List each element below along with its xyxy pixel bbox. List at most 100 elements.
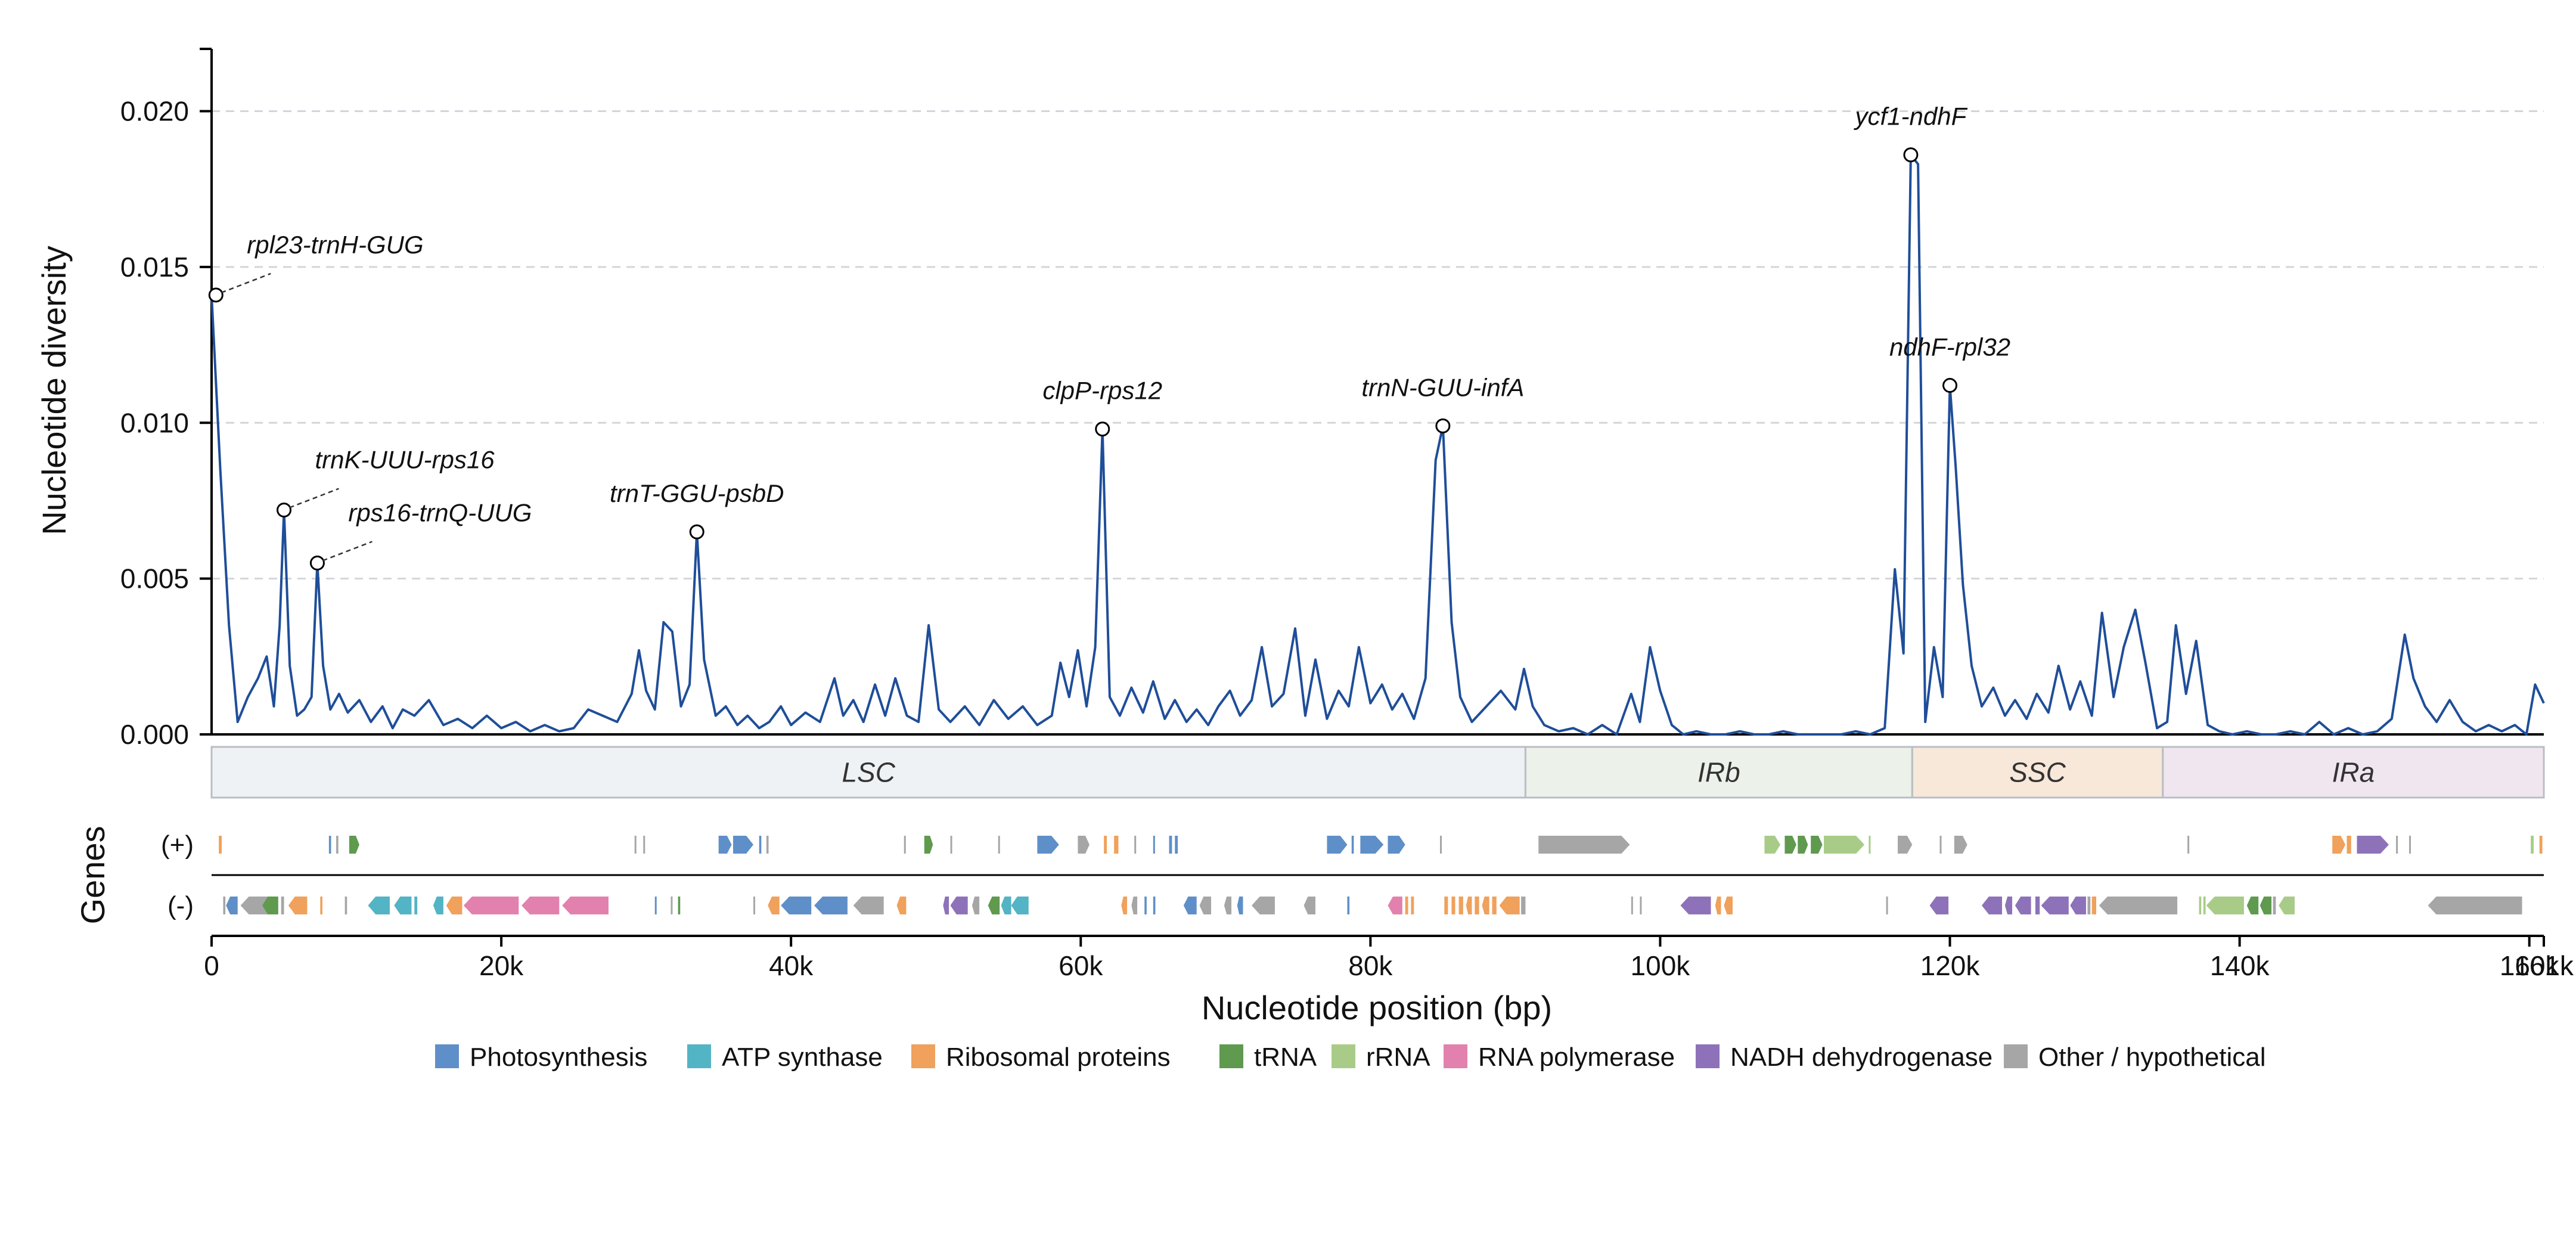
- gene-other: [1303, 897, 1315, 914]
- gene-other: [634, 836, 637, 854]
- gene-ribo: [1492, 897, 1497, 914]
- peak-label: trnT-GGU-psbD: [610, 479, 784, 507]
- y-axis-title: Nucleotide diversity: [35, 246, 73, 535]
- gene-photo: [781, 897, 812, 914]
- peak-leader-line: [221, 272, 271, 294]
- peak-marker: [208, 287, 224, 303]
- gene-trna: [262, 897, 278, 914]
- peak-marker: [1435, 418, 1451, 433]
- gene-other: [2087, 897, 2091, 914]
- gene-ribo: [320, 897, 322, 914]
- gene-trna: [1784, 836, 1796, 854]
- x-axis-title: Nucleotide position (bp): [1202, 989, 1552, 1026]
- strand-label-minus: (-): [167, 891, 194, 920]
- legend-label: RNA polymerase: [1478, 1043, 1675, 1072]
- gene-ndh: [2041, 897, 2069, 914]
- peak-label: rpl23-trnH-GUG: [247, 231, 423, 259]
- gene-photo: [733, 836, 753, 854]
- peak-marker: [277, 503, 292, 518]
- gene-other: [344, 897, 347, 914]
- gene-rpol: [1388, 897, 1402, 914]
- gene-trna: [988, 897, 1000, 914]
- gene-ribo: [1444, 897, 1448, 914]
- gene-ribo: [1482, 897, 1489, 914]
- gene-ribo: [1114, 836, 1119, 854]
- x-tick-label: 0: [204, 950, 219, 981]
- gene-ribo: [1121, 897, 1128, 914]
- gene-photo: [759, 836, 762, 854]
- legend-swatch-other: [2004, 1044, 2028, 1068]
- gene-other: [1440, 836, 1442, 854]
- gene-other: [1134, 836, 1137, 854]
- gene-photo: [1153, 897, 1156, 914]
- gene-photo: [1360, 836, 1384, 854]
- legend: Photosynthesis ATP synthase Ribosomal prot…: [435, 1043, 2266, 1072]
- peak-label: rps16-trnQ-UUG: [348, 499, 532, 527]
- gene-ndh: [1680, 897, 1711, 914]
- legend-swatch-photo: [435, 1044, 459, 1068]
- gene-ribo: [1411, 897, 1414, 914]
- gene-ribo: [2347, 836, 2351, 854]
- y-tick-label: 0.020: [120, 96, 189, 127]
- gene-rrna: [1824, 836, 1865, 854]
- gene-trna: [1811, 836, 1823, 854]
- gene-photo: [1388, 836, 1405, 854]
- gene-rrna: [2199, 897, 2202, 914]
- gene-ribo: [1451, 897, 1455, 914]
- gene-other: [904, 836, 906, 854]
- region-label: IRa: [2332, 757, 2375, 788]
- gene-other: [643, 836, 645, 854]
- x-tick-label: 100k: [1631, 950, 1691, 981]
- gene-other: [1640, 897, 1642, 914]
- gene-other: [853, 897, 884, 914]
- x-tick-label: 120k: [1920, 950, 1981, 981]
- gene-ribo: [219, 836, 222, 854]
- x-tick-label: 60k: [1059, 950, 1103, 981]
- region-irb: [1524, 746, 1913, 799]
- gene-other: [2428, 897, 2522, 914]
- x-tick-label: 140k: [2210, 950, 2270, 981]
- gene-photo: [1153, 836, 1155, 854]
- gene-photo: [1144, 897, 1147, 914]
- strand-label-plus: (+): [161, 830, 194, 860]
- gene-rrna: [2206, 897, 2244, 914]
- y-tick-label: 0.000: [120, 719, 189, 750]
- y-axis: Nucleotide diversity 0.000 0.005 0.010 0.01…: [35, 48, 2544, 750]
- peak-label: clpP-rps12: [1042, 377, 1162, 405]
- peak-marker: [1095, 421, 1110, 437]
- legend-label: tRNA: [1254, 1043, 1317, 1072]
- diversity-line: [210, 153, 2545, 736]
- gene-other: [2273, 897, 2276, 914]
- gene-ribo: [768, 897, 780, 914]
- peak-annotations: rpl23-trnH-GUG trnK-UUU-rps16 rps16-trnQ-U…: [208, 103, 2010, 570]
- gene-photo: [654, 897, 657, 914]
- gene-track: Genes (+) (-): [74, 826, 2544, 925]
- legend-swatch-rrna: [1332, 1044, 1355, 1068]
- gene-rrna: [2203, 897, 2206, 914]
- gene-photo: [1175, 836, 1178, 854]
- gene-ndh: [1929, 897, 1949, 914]
- peak-leader-line: [289, 488, 339, 508]
- gene-ndh: [943, 897, 949, 914]
- gene-ribo: [1458, 897, 1463, 914]
- gene-trna: [2246, 897, 2259, 914]
- gene-trna: [2260, 897, 2272, 914]
- grid-lines: [212, 110, 2544, 580]
- x-axis: Nucleotide position (bp) 0 20k 40k 60k 80k 10…: [204, 935, 2574, 1026]
- gene-other: [1252, 897, 1275, 914]
- gene-other: [281, 897, 284, 914]
- gene-ribo: [2091, 897, 2096, 914]
- region-label: LSC: [842, 757, 895, 788]
- legend-swatch-ndh: [1696, 1044, 1720, 1068]
- peak-marker: [689, 524, 704, 539]
- gene-ribo: [1475, 897, 1479, 914]
- gene-other: [753, 897, 755, 914]
- gene-other: [1538, 836, 1630, 854]
- gene-photo: [1327, 836, 1348, 854]
- legend-label: NADH dehydrogenase: [1730, 1043, 1992, 1072]
- gene-photo: [226, 897, 238, 914]
- gene-other: [1199, 897, 1211, 914]
- gene-ribo: [1499, 897, 1520, 914]
- legend-swatch-trna: [1219, 1044, 1243, 1068]
